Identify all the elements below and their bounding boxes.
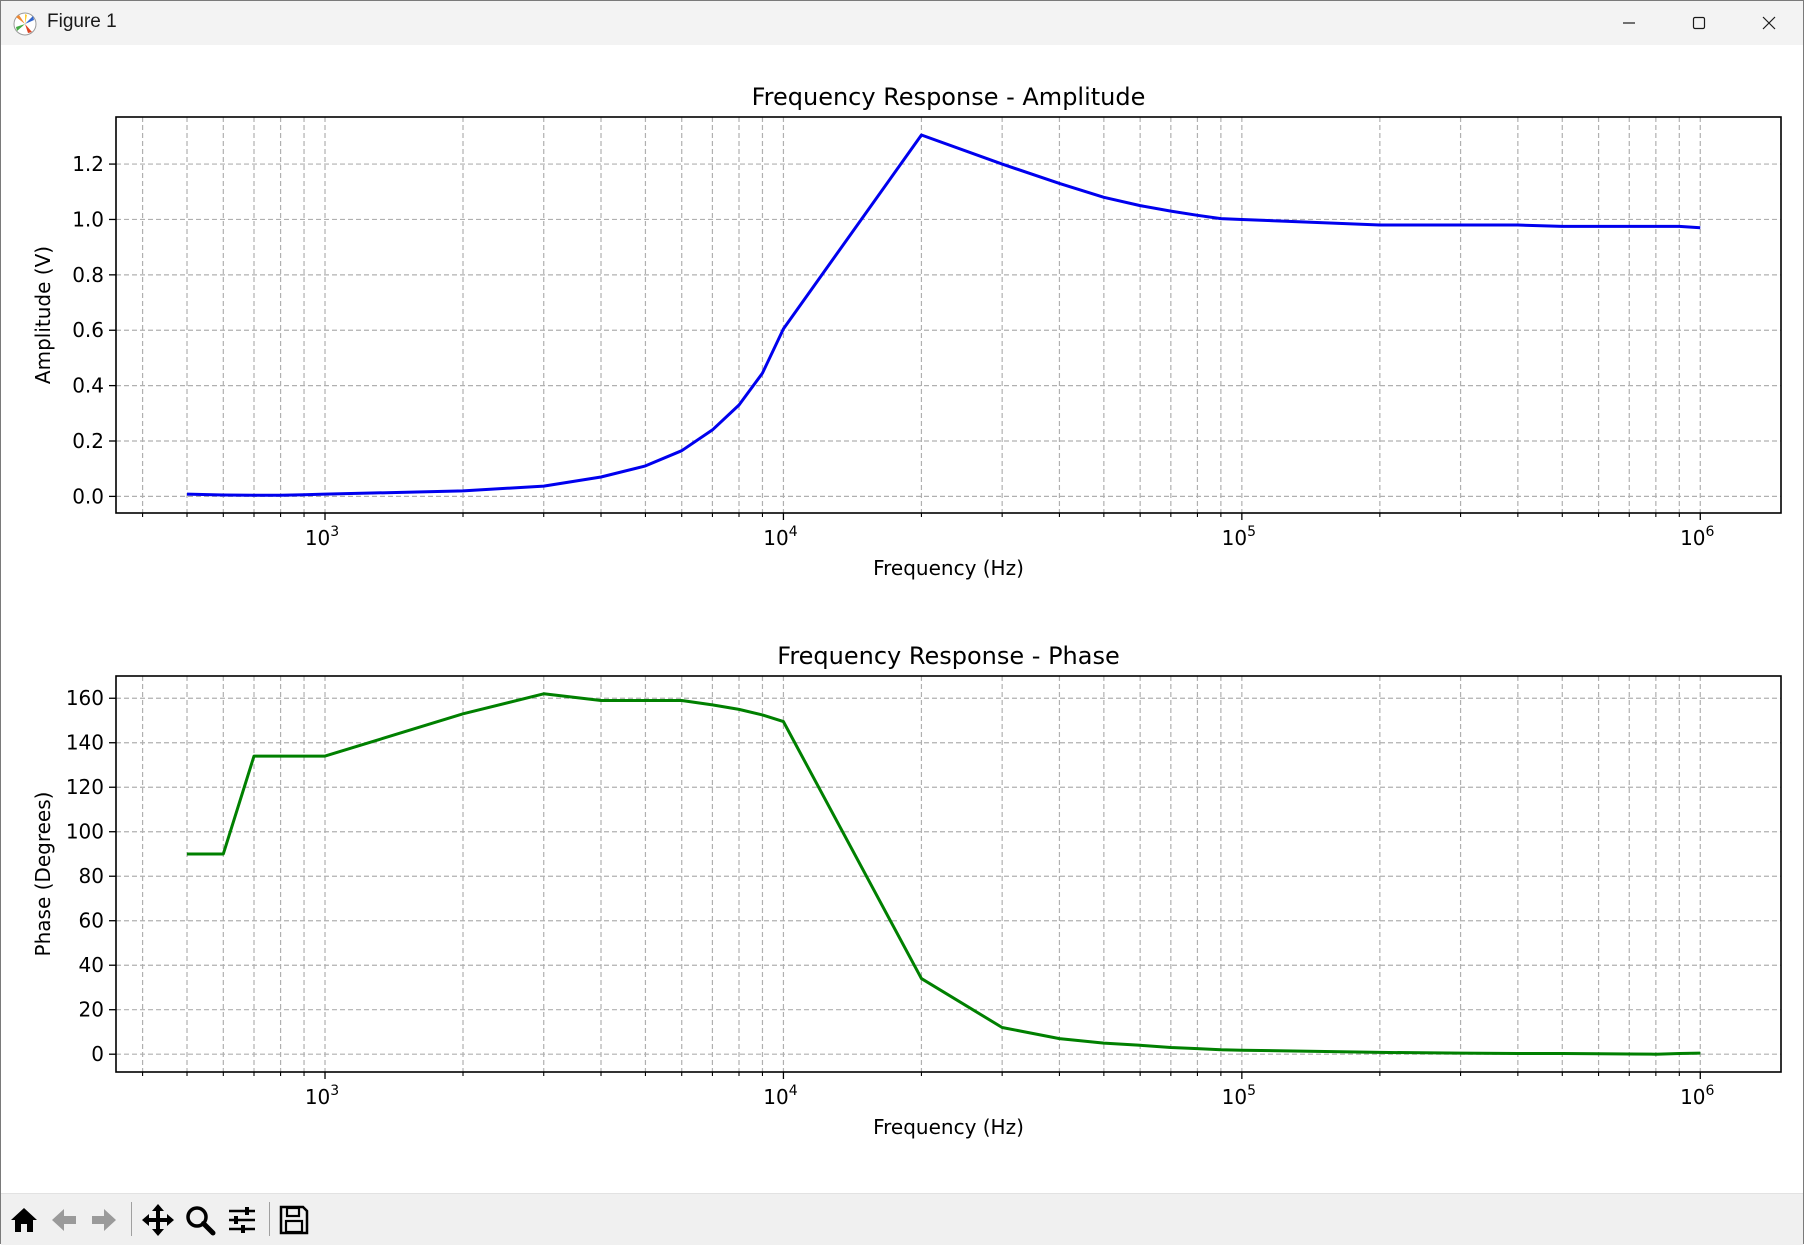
y-axis-label: Amplitude (V) [31,246,55,384]
y-tick-label: 0.6 [72,318,104,342]
x-tick-label: 103 [305,524,339,550]
title-bar[interactable]: Figure 1 [1,1,1803,45]
y-tick-label: 20 [79,998,104,1022]
magnifier-icon [186,1206,216,1236]
x-axis-label: Frequency (Hz) [873,556,1024,580]
forward-button[interactable] [85,1201,123,1239]
data-line[interactable] [187,692,1701,1056]
chart-title: Frequency Response - Phase [777,642,1119,670]
y-tick-label: 0 [91,1042,104,1066]
window-title: Figure 1 [47,11,117,32]
y-tick-label: 1.2 [72,152,104,176]
y-tick-label: 0.4 [72,374,104,398]
zoom-button[interactable] [181,1201,219,1239]
axes-frame [115,116,1782,514]
axes-frame [115,675,1782,1073]
x-minor-gridlines [141,117,1680,517]
x-tick-label: 105 [1222,524,1256,550]
configure-subplots-button[interactable] [223,1201,261,1239]
x-tick-label: 106 [1680,524,1714,550]
close-button[interactable] [1734,1,1804,45]
chart-0: 103 104 105 106 0.0 0.2 0.4 0.6 0.8 1.0 1.2 Frequen… [31,83,1782,580]
home-icon [11,1208,37,1232]
toolbar-separator [131,1202,132,1236]
pan-button[interactable] [139,1201,177,1239]
x-tick-label: 106 [1680,1083,1714,1109]
maximize-button[interactable] [1664,1,1734,45]
chart-title: Frequency Response - Amplitude [752,83,1146,111]
figure-canvas[interactable]: 103 104 105 106 0.0 0.2 0.4 0.6 0.8 1.0 1.2 Frequen… [2,45,1804,1193]
y-tick-label: 40 [79,953,104,977]
y-axis-label: Phase (Degrees) [31,792,55,957]
matplotlib-logo-icon [13,12,37,36]
y-tick-label: 60 [79,909,104,933]
arrow-left-icon [52,1209,76,1231]
sliders-icon [229,1207,255,1233]
x-axis-label: Frequency (Hz) [873,1115,1024,1139]
y-tick-label: 1.0 [72,207,104,231]
y-tick-label: 100 [66,820,104,844]
save-button[interactable] [275,1201,313,1239]
navigation-toolbar [1,1193,1803,1245]
y-tick-label: 0.2 [72,429,104,453]
y-tick-label: 140 [66,731,104,755]
maximize-icon [1692,16,1706,30]
y-tick-label: 0.8 [72,263,104,287]
home-button[interactable] [5,1201,43,1239]
y-tick-label: 120 [66,775,104,799]
x-tick-label: 104 [763,1083,797,1109]
x-minor-gridlines [141,676,1680,1076]
floppy-disk-icon [279,1205,309,1235]
data-line[interactable] [186,133,1701,497]
y-tick-label: 160 [66,686,104,710]
back-button[interactable] [45,1201,83,1239]
chart-1: 103 104 105 106 0 20 40 60 80 100 120 140 160 Frequen… [31,642,1782,1139]
x-tick-label: 103 [305,1083,339,1109]
move-icon [142,1204,174,1236]
arrow-right-icon [92,1209,116,1231]
x-tick-label: 104 [763,524,797,550]
minimize-button[interactable] [1594,1,1664,45]
x-tick-label: 105 [1222,1083,1256,1109]
y-tick-label: 80 [79,864,104,888]
y-tick-label: 0.0 [72,484,104,508]
minimize-icon [1623,22,1635,24]
toolbar-separator [269,1202,270,1236]
close-icon [1762,16,1776,30]
